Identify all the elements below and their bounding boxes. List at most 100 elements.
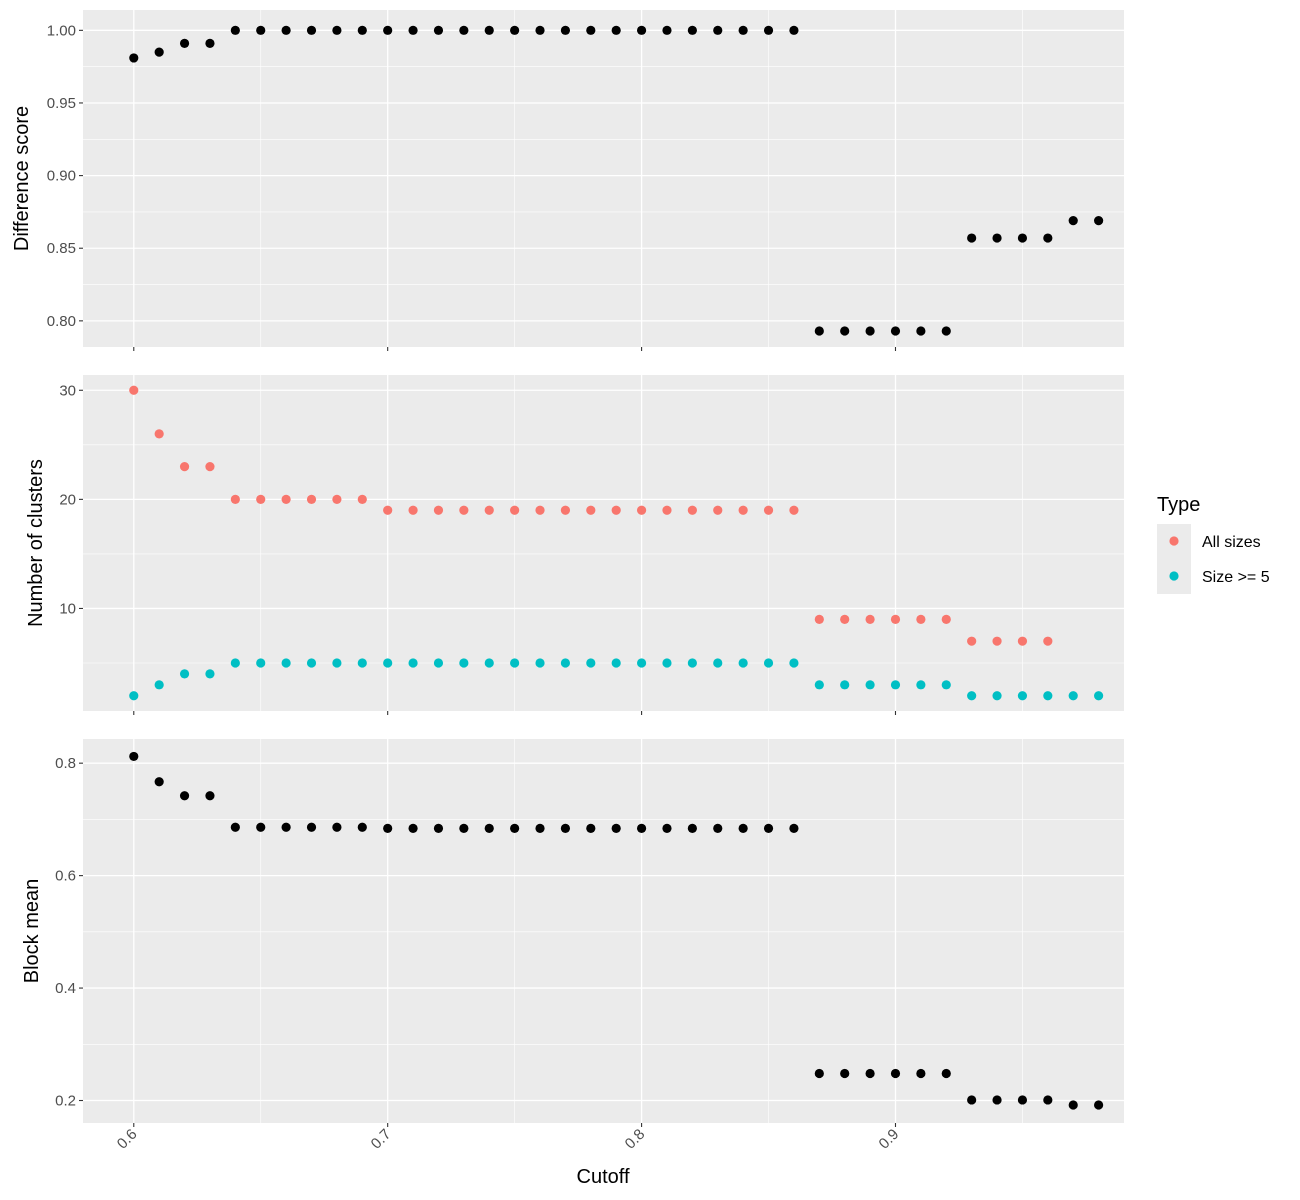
data-point xyxy=(408,505,418,515)
data-point xyxy=(129,53,139,63)
data-point xyxy=(865,614,875,624)
data-point xyxy=(1068,1100,1078,1110)
data-point xyxy=(179,38,190,49)
data-point xyxy=(154,680,164,690)
legend-entries: All sizes Size >= 5 xyxy=(1169,534,1270,586)
data-point xyxy=(967,1095,977,1105)
data-point xyxy=(357,25,367,35)
data-point xyxy=(636,823,647,833)
data-point xyxy=(129,385,139,395)
panel-3: 0.2 0.4 0.6 0.8 Block mean xyxy=(21,739,1124,1127)
data-point xyxy=(510,505,520,515)
series-1 xyxy=(129,385,1053,646)
data-point xyxy=(738,25,748,35)
data-point xyxy=(1017,1095,1028,1105)
y-tick-label: 1.00 xyxy=(47,22,76,39)
x-axis-title: Cutoff xyxy=(577,1166,630,1188)
data-point xyxy=(586,25,596,35)
data-point xyxy=(814,1068,824,1079)
data-point xyxy=(763,658,774,668)
data-point xyxy=(636,658,647,668)
data-point xyxy=(763,25,774,35)
data-point xyxy=(459,823,469,833)
y-tick-label: 0.90 xyxy=(47,168,76,185)
data-point xyxy=(687,25,697,35)
data-point xyxy=(662,658,672,668)
data-point xyxy=(230,494,240,504)
data-point xyxy=(840,614,850,624)
series-1 xyxy=(129,25,1104,336)
data-point xyxy=(1043,636,1053,646)
data-point xyxy=(687,505,697,515)
data-point xyxy=(916,1068,926,1079)
legend-key xyxy=(1169,536,1179,546)
data-point xyxy=(890,326,901,336)
data-point xyxy=(840,326,850,336)
data-point xyxy=(205,462,215,472)
data-point xyxy=(129,691,139,701)
data-point xyxy=(383,658,393,668)
data-point xyxy=(230,658,240,668)
data-point xyxy=(357,822,367,832)
data-point xyxy=(611,658,621,668)
data-point xyxy=(560,658,571,668)
data-point xyxy=(256,658,266,668)
series-2 xyxy=(129,658,1104,701)
data-point xyxy=(1094,216,1104,226)
data-point xyxy=(662,505,672,515)
data-point xyxy=(840,1068,850,1079)
data-point xyxy=(179,462,190,472)
data-point xyxy=(916,614,926,624)
data-point xyxy=(865,680,875,690)
data-point xyxy=(1043,691,1053,701)
data-point xyxy=(535,25,545,35)
data-point xyxy=(433,658,444,668)
data-point xyxy=(636,25,647,35)
data-point xyxy=(992,636,1002,646)
data-point xyxy=(383,25,393,35)
data-point xyxy=(916,680,926,690)
data-point xyxy=(662,25,672,35)
data-point xyxy=(1043,1095,1053,1105)
data-point xyxy=(535,505,545,515)
data-point xyxy=(484,823,494,833)
y-axis-title: Block mean xyxy=(21,879,43,984)
data-point xyxy=(763,505,774,515)
data-point xyxy=(383,823,393,833)
data-point xyxy=(865,326,875,336)
data-point xyxy=(611,25,621,35)
data-point xyxy=(992,1095,1002,1105)
data-point xyxy=(332,494,342,504)
data-point xyxy=(383,505,393,515)
data-point xyxy=(789,505,799,515)
data-point xyxy=(154,47,164,57)
data-point xyxy=(357,494,367,504)
data-point xyxy=(941,1068,951,1079)
data-point xyxy=(154,777,164,787)
data-point xyxy=(840,680,850,690)
data-point xyxy=(1017,233,1028,243)
data-point xyxy=(992,691,1002,701)
data-point xyxy=(967,691,977,701)
data-point xyxy=(789,823,799,833)
data-point xyxy=(560,505,571,515)
data-point xyxy=(306,494,317,504)
data-point xyxy=(357,658,367,668)
y-tick-label: 30 xyxy=(59,382,76,399)
data-point xyxy=(281,822,291,832)
data-point xyxy=(459,505,469,515)
data-point xyxy=(814,326,824,336)
data-point xyxy=(941,680,951,690)
data-point xyxy=(129,751,139,762)
data-point xyxy=(713,25,723,35)
data-point xyxy=(1068,691,1078,701)
y-tick-label: 0.85 xyxy=(47,240,76,257)
data-point xyxy=(1017,636,1028,646)
data-point xyxy=(205,669,215,679)
panel-2: 10 20 30 Number of clusters xyxy=(25,375,1124,715)
data-point xyxy=(306,25,317,35)
panel-background xyxy=(83,375,1124,711)
data-point xyxy=(586,505,596,515)
data-point xyxy=(408,658,418,668)
